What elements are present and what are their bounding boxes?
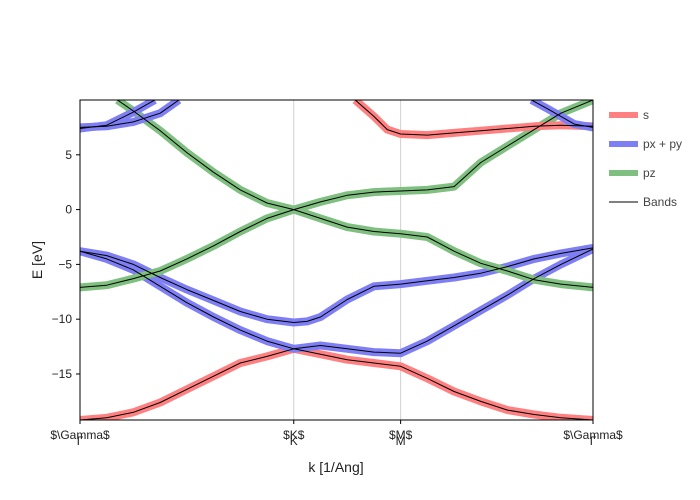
x-tick-label: $K$ bbox=[283, 428, 305, 442]
x-tick-label: $\Gamma$ bbox=[50, 428, 110, 442]
y-tick-label: −5 bbox=[58, 257, 72, 271]
band-line bbox=[531, 100, 593, 128]
legend-label: px + py bbox=[643, 137, 682, 151]
y-tick-label: −15 bbox=[52, 367, 73, 381]
y-tick-label: −10 bbox=[52, 312, 73, 326]
x-tick-glyph: Γ bbox=[77, 434, 84, 448]
x-tick-glyph: K bbox=[290, 434, 298, 448]
legend-label: Bands bbox=[643, 195, 677, 209]
x-axis-ticks: $\Gamma$Γ $K$K $M$M $\Gamma$Γ bbox=[50, 420, 623, 448]
band-line bbox=[80, 100, 156, 129]
plot-area bbox=[80, 100, 593, 420]
y-axis-ticks: 5 0 −5 −10 −15 bbox=[52, 148, 80, 381]
x-tick-label: $\Gamma$ bbox=[563, 428, 623, 442]
x-tick-glyph: M bbox=[396, 434, 406, 448]
legend: s px + py pz Bands bbox=[609, 108, 682, 209]
band-line bbox=[117, 100, 593, 288]
band-line bbox=[80, 248, 593, 354]
legend-label: pz bbox=[643, 166, 656, 180]
plot-frame bbox=[79, 99, 594, 421]
y-tick-label: 5 bbox=[65, 148, 72, 162]
y-tick-label: 0 bbox=[65, 203, 72, 217]
band-line bbox=[80, 100, 593, 288]
legend-label: s bbox=[643, 108, 649, 122]
y-axis-title: E [eV] bbox=[29, 241, 45, 279]
band-line bbox=[80, 348, 593, 420]
x-tick-label: $M$ bbox=[389, 428, 413, 442]
x-axis-title: k [1/Ang] bbox=[308, 459, 363, 475]
band-line bbox=[354, 100, 593, 136]
x-tick-glyph: Γ bbox=[590, 434, 597, 448]
